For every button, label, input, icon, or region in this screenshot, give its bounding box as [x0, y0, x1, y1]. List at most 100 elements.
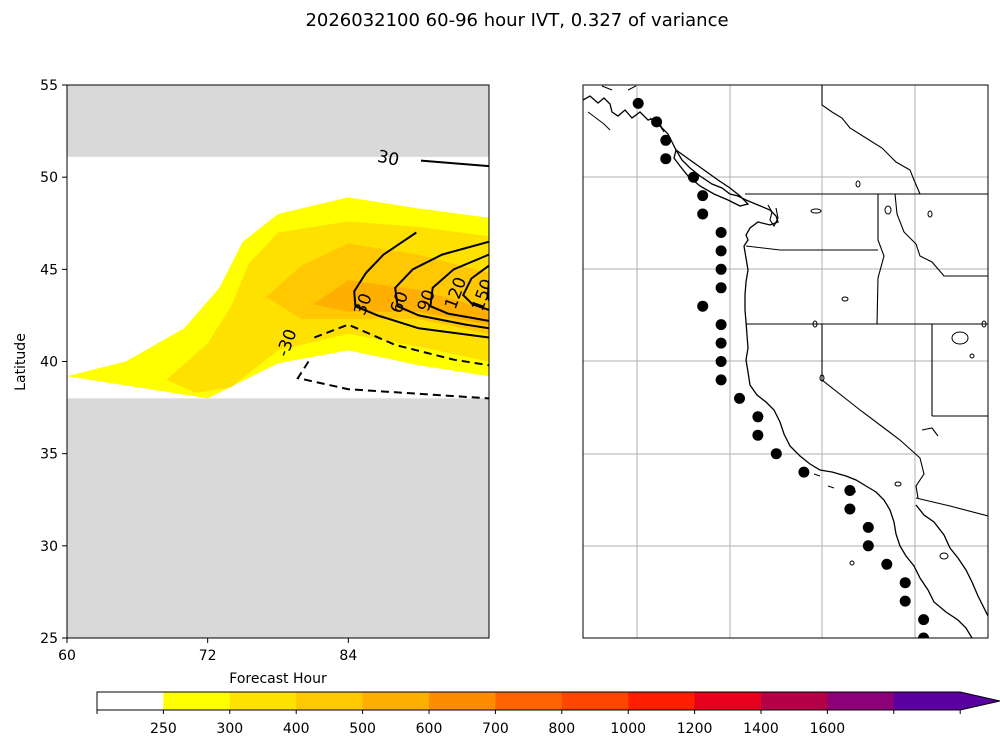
colorbar-tick-label: 250	[150, 721, 177, 737]
ivt-point	[715, 227, 727, 238]
colorbar-segment	[827, 692, 895, 710]
ivt-point	[715, 374, 727, 386]
map-area	[583, 85, 988, 638]
right-panel-frame	[582, 84, 989, 639]
colorbar-tick-label: 600	[416, 721, 443, 737]
lake	[894, 481, 902, 487]
lake	[884, 205, 892, 215]
contour-label: 30	[376, 147, 401, 171]
colorbar-segment	[628, 692, 696, 710]
ivt-point	[752, 411, 764, 423]
x-tick-label: 72	[199, 648, 217, 664]
ivt-point	[862, 521, 874, 533]
colorbar-tick-label: 500	[349, 721, 376, 737]
lake	[951, 331, 969, 345]
lake	[841, 296, 849, 302]
border-wa-or	[745, 245, 878, 251]
ivt-point	[660, 153, 672, 165]
ivt-point	[752, 429, 764, 441]
figure-title: 2026032100 60-96 hour IVT, 0.327 of vari…	[305, 10, 728, 31]
ivt-point	[918, 614, 930, 626]
colorbar-segment	[362, 692, 430, 710]
border-us-mexico	[915, 497, 988, 517]
ivt-point	[715, 282, 727, 294]
right-panel	[582, 84, 989, 639]
contour-line-6	[313, 323, 489, 367]
border-bc-ab	[821, 85, 921, 195]
colorbar-segment	[495, 692, 563, 710]
contour-line-4	[461, 264, 489, 311]
ivt-point	[697, 208, 709, 220]
colorbar-tick-label: 700	[482, 721, 509, 737]
ivt-point	[715, 337, 727, 349]
y-tick-label: 30	[40, 539, 58, 555]
y-tick-label: 25	[40, 631, 58, 647]
coastline	[583, 95, 973, 638]
puget-sound	[767, 204, 779, 228]
ivt-point	[715, 356, 727, 367]
colorbar-extend-arrow	[960, 692, 1000, 710]
masked-north	[67, 85, 489, 157]
ivt-colorbar: 250 300 400 500 600 700 800 1000 1200 1400 1600	[96, 691, 1000, 737]
colorbar-outline	[96, 691, 1000, 711]
ivt-point	[632, 97, 644, 109]
islands	[587, 85, 665, 133]
lake	[939, 552, 949, 560]
border-ca-nv	[821, 324, 925, 499]
ivt-point	[715, 245, 727, 257]
y-axis-label: Latitude	[13, 333, 29, 391]
colorbar-tick-label: 1600	[810, 721, 846, 737]
colorbar-tick-label: 1000	[610, 721, 646, 737]
colorbar-segment	[561, 692, 629, 710]
y-tick-label: 35	[40, 447, 58, 463]
ivt-point	[862, 540, 874, 552]
ivt-point	[715, 263, 727, 275]
colorbar-segment	[229, 692, 297, 710]
coastline-gulf	[915, 504, 988, 617]
lakes	[810, 180, 987, 566]
ivt-point	[798, 466, 810, 478]
y-tick-label: 50	[40, 170, 58, 186]
lake	[855, 180, 861, 188]
left-axes: 60 72 84 25 30 35 40 45 50 55	[40, 78, 357, 664]
ivt-point	[660, 134, 672, 146]
colorbar-segment	[761, 692, 828, 710]
lake	[812, 320, 818, 328]
ivt-point	[688, 171, 699, 183]
colorbar-segment	[694, 692, 762, 710]
colorbar-segment	[429, 692, 496, 710]
ivt-point	[899, 595, 911, 607]
colorbar-tick-label: 300	[216, 721, 243, 737]
x-tick-label: 60	[58, 648, 76, 664]
colorbar-segment	[97, 692, 164, 710]
vancouver-island	[673, 148, 750, 207]
border-id-mt	[894, 193, 988, 277]
y-tick-label: 55	[40, 78, 58, 94]
ivt-point	[697, 190, 709, 202]
colorbar-tick-label: 800	[548, 721, 575, 737]
contour-line-2	[394, 240, 489, 330]
lake	[927, 210, 933, 218]
x-tick-label: 84	[339, 648, 357, 664]
masked-south	[67, 398, 489, 638]
x-axis-label: Forecast Hour	[229, 671, 327, 687]
ivt-point	[844, 503, 856, 515]
colorbar-segment	[163, 692, 231, 710]
ivt-point	[844, 485, 856, 496]
filled-region-500	[313, 280, 489, 325]
colorbar-tick-label: 1400	[743, 721, 779, 737]
ivt-point	[881, 558, 893, 570]
colorbar-tick-label: 400	[283, 721, 310, 737]
borders	[745, 85, 988, 517]
ivt-point	[697, 300, 709, 312]
map-gridlines	[583, 85, 988, 638]
colorbar-tick-label: 1200	[677, 721, 713, 737]
lake	[819, 374, 825, 382]
y-tick-label: 40	[40, 355, 58, 371]
ivt-point	[918, 632, 930, 638]
lake	[969, 353, 975, 359]
contour-line-0	[420, 159, 489, 168]
